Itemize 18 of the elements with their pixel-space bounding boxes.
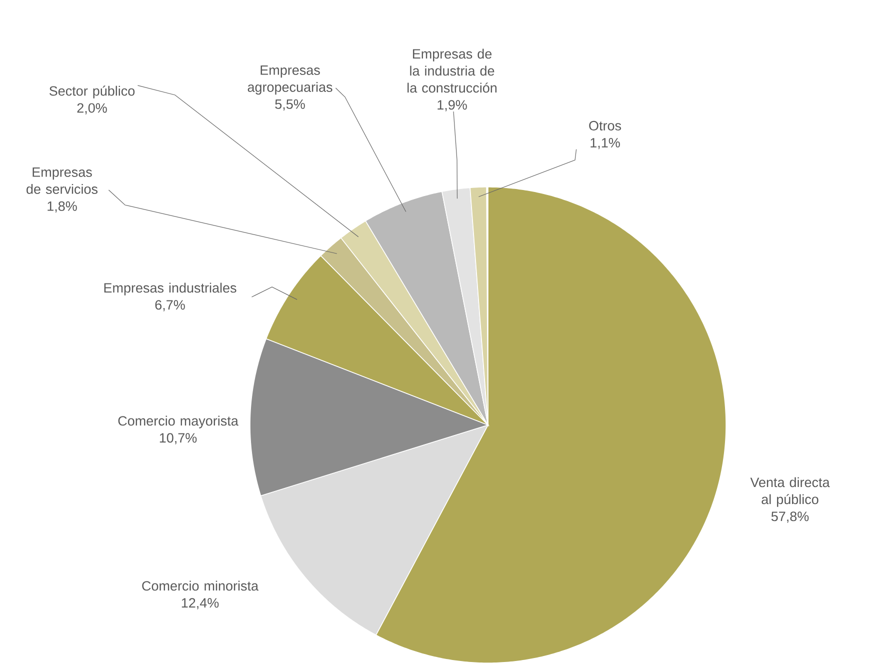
slice-label: Comercio mayorista: [118, 416, 238, 428]
data-label: 1,1%: [590, 138, 620, 150]
data-label: 5,5%: [275, 99, 305, 111]
data-label: 12,4%: [182, 598, 219, 610]
data-label: 1,8%: [48, 201, 77, 213]
slice-label: Empresas agropecuarias: [248, 66, 332, 95]
slice-label: Comercio minorista: [142, 580, 259, 591]
data-label: 10,7%: [160, 433, 197, 444]
slice-label: Sector público: [49, 86, 135, 98]
slice-label: Empresas de servicios: [26, 168, 98, 194]
slice-label: Empresas de la industria de la construcción: [408, 48, 497, 93]
data-label: 6,7%: [155, 300, 185, 312]
slice-label: Empresas industriales: [104, 282, 236, 296]
slice-label: Otros: [589, 120, 622, 130]
slice-label: Venta directa al público: [750, 477, 830, 507]
data-label: 57,8%: [771, 512, 809, 523]
data-label: 1,9%: [438, 100, 467, 112]
data-label: 2,0%: [77, 103, 107, 114]
